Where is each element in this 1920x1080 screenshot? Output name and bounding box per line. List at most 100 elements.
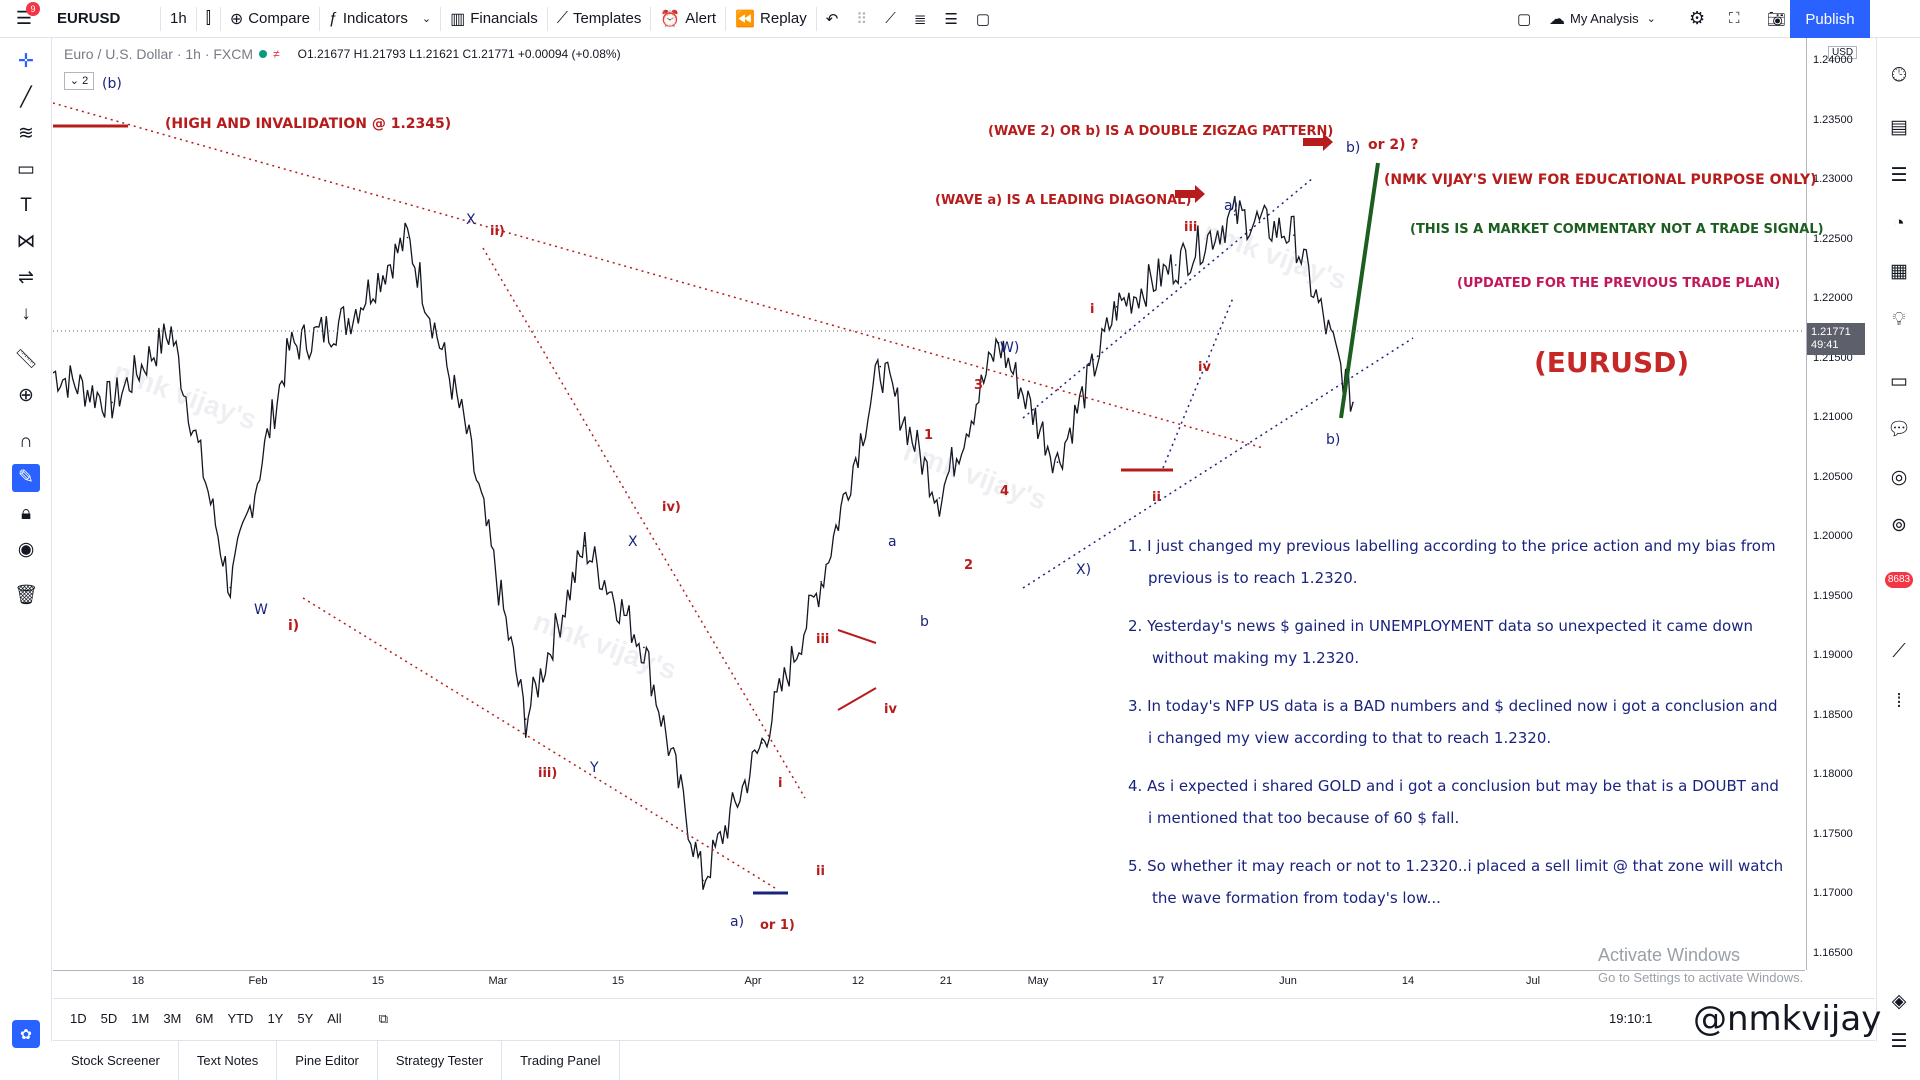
financials-button[interactable]: ▥ Financials xyxy=(441,0,547,38)
range-button-1m[interactable]: 1M xyxy=(131,1011,150,1026)
tab-pine-editor[interactable]: Pine Editor xyxy=(277,1040,378,1080)
layout-name-button[interactable]: ☁ My Analysis ⌄ xyxy=(1540,0,1665,38)
range-button-1d[interactable]: 1D xyxy=(70,1011,87,1026)
wave-label: ii) xyxy=(490,224,505,239)
channel-icon: ☰ xyxy=(944,10,958,28)
zoom-in-icon[interactable]: ⊕ xyxy=(18,385,34,406)
price-point xyxy=(229,586,232,589)
ideas-icon[interactable]: 💡︎ xyxy=(1892,309,1906,330)
trend-icon[interactable]: ⟋ xyxy=(1892,641,1906,662)
arrow-down-icon[interactable]: ↓ xyxy=(21,303,31,324)
note-line: I just changed my previous labelling acc… xyxy=(1147,537,1776,555)
price-axis[interactable]: USD 1.24000 1.23500 1.23000 1.22500 1.22000 1… xyxy=(1806,38,1874,970)
undo-button[interactable]: ↶ xyxy=(817,0,848,38)
interval-button[interactable]: 1h xyxy=(161,0,196,38)
leading-diagonal-note: (WAVE a) IS A LEADING DIAGONAL) xyxy=(935,193,1192,208)
eye-icon[interactable]: ◉ xyxy=(17,539,35,560)
price-point xyxy=(1352,401,1354,404)
drag-handle[interactable]: ⠿ xyxy=(847,0,876,38)
indicators-button[interactable]: ƒ Indicators ⌄ xyxy=(320,0,440,38)
symbol-search[interactable]: EURUSD xyxy=(48,0,160,38)
price-tick: 1.20000 xyxy=(1813,530,1853,542)
main-menu-button[interactable]: ☰ 9 xyxy=(0,0,48,38)
legend-collapse-button[interactable]: ⌄ 2 xyxy=(64,72,94,90)
rectangle-shape-icon[interactable]: ▭ xyxy=(17,159,35,180)
price-tick: 1.21000 xyxy=(1813,411,1853,423)
range-button-ytd[interactable]: YTD xyxy=(227,1011,254,1026)
publish-button[interactable]: Publish xyxy=(1790,0,1870,38)
range-button-5d[interactable]: 5D xyxy=(100,1011,118,1026)
price-chart[interactable] xyxy=(53,38,1875,998)
stream-icon[interactable]: ⊚ xyxy=(1891,515,1907,536)
price-point xyxy=(288,347,291,350)
wave-label: b) xyxy=(1326,432,1341,448)
note-number: 5. xyxy=(1128,857,1143,875)
stay-in-drawing-mode-icon[interactable]: ✎ xyxy=(12,464,40,492)
price-point xyxy=(406,236,409,239)
lock-icon[interactable]: 🔒︎ xyxy=(20,503,32,524)
bar-chart-icon: ▥ xyxy=(450,10,466,28)
calendar-icon[interactable]: ▦ xyxy=(1890,261,1908,282)
range-buttons: 1D 5D 1M 3M 6M YTD 1Y 5Y All xyxy=(53,1011,349,1026)
pattern-tool-icon[interactable]: ⋈ xyxy=(16,231,36,252)
price-point xyxy=(1056,461,1059,464)
projection-line xyxy=(1339,162,1380,419)
replay-button[interactable]: ⏪ Replay xyxy=(726,0,816,38)
wave-label: b xyxy=(920,614,929,630)
note-line: So whether it may reach or not to 1.2320… xyxy=(1147,857,1784,875)
dots-grid-icon[interactable]: ⁞ xyxy=(1896,691,1902,712)
prediction-tool-icon[interactable]: ⇌ xyxy=(18,267,34,288)
trend-line-tool[interactable]: ⟋ xyxy=(876,0,905,38)
tab-strategy-tester[interactable]: Strategy Tester xyxy=(378,1040,503,1080)
clock-icon[interactable]: 🕒︎ xyxy=(1891,65,1907,86)
price-point xyxy=(111,401,113,404)
text-tool-icon[interactable]: T xyxy=(20,195,32,216)
price-tick: 1.18000 xyxy=(1813,768,1853,780)
compare-button[interactable]: ⊕ Compare xyxy=(221,0,319,38)
details-icon[interactable]: ☰ xyxy=(1890,165,1908,186)
wave-label: a) xyxy=(1224,198,1239,214)
snapshot-button[interactable]: 📷︎ xyxy=(1758,0,1795,38)
templates-button[interactable]: ⟋ Templates xyxy=(548,0,651,38)
range-button-6m[interactable]: 6M xyxy=(195,1011,214,1026)
range-button-5y[interactable]: 5Y xyxy=(297,1011,314,1026)
ruler-icon[interactable]: 📏︎ xyxy=(13,349,39,370)
parallel-channel-tool[interactable]: ☰ xyxy=(935,0,966,38)
layout-button[interactable]: ▢ xyxy=(1508,0,1540,38)
tab-text-notes[interactable]: Text Notes xyxy=(179,1040,278,1080)
fib-tool[interactable]: ≣ xyxy=(905,0,936,38)
alert-button[interactable]: ⏰ Alert xyxy=(651,0,725,38)
chat-icon[interactable]: ▭ xyxy=(1890,371,1908,392)
magnet-icon[interactable]: ∩ xyxy=(19,431,33,452)
crosshair-icon[interactable]: ✛ xyxy=(18,51,34,72)
range-button-3m[interactable]: 3M xyxy=(163,1011,182,1026)
trash-icon[interactable]: 🗑︎ xyxy=(13,585,39,606)
settings-button[interactable]: ⚙ xyxy=(1680,0,1714,38)
range-button-1y[interactable]: 1Y xyxy=(267,1011,284,1026)
invalidation-note: (HIGH AND INVALIDATION @ 1.2345) xyxy=(165,116,452,132)
calendar-range-icon[interactable]: ⧉ xyxy=(378,1010,388,1026)
fib-retracement-icon[interactable]: ≋ xyxy=(18,123,34,144)
layers-icon[interactable]: ◈ xyxy=(1891,991,1907,1012)
rectangle-tool[interactable]: ▢ xyxy=(967,0,999,38)
note-item: 2. Yesterday's news $ gained in UNEMPLOY… xyxy=(1128,610,1808,674)
tab-trading-panel[interactable]: Trading Panel xyxy=(502,1040,620,1080)
chart-type-button[interactable]: ⫿ xyxy=(197,0,220,38)
drawing-toolbar: ✛ ╱ ≋ ▭ T ⋈ ⇌ ↓ 📏︎ ⊕ ∩ ✎ 🔒︎ ◉ 🗑︎ ✿ xyxy=(0,38,52,1048)
analysis-notes: 1. I just changed my previous labelling … xyxy=(1128,530,1808,930)
hotlist-icon[interactable]: ◎ xyxy=(1890,467,1908,488)
menu-icon[interactable]: ☰ xyxy=(1890,1031,1908,1052)
price-point xyxy=(170,329,172,332)
watchlist-icon[interactable]: ▤ xyxy=(1890,117,1908,138)
tab-stock-screener[interactable]: Stock Screener xyxy=(53,1040,179,1080)
price-tick: 1.17500 xyxy=(1813,827,1853,840)
time-axis[interactable]: 18 Feb 15 Mar 15 Apr 12 21 May 17 Jun 14 Jul xyxy=(53,970,1805,996)
range-button-all[interactable]: All xyxy=(327,1011,342,1026)
trend-line-icon[interactable]: ╱ xyxy=(20,87,32,108)
wave-label: ii xyxy=(1152,490,1161,505)
alerts-icon[interactable]: ◔ xyxy=(1893,213,1905,234)
fullscreen-button[interactable]: ⛶ xyxy=(1720,0,1749,38)
messages-icon[interactable]: 💬︎ xyxy=(1886,419,1912,440)
compare-label: Compare xyxy=(248,10,310,27)
tradingview-logo-icon[interactable]: ✿ xyxy=(12,1020,40,1048)
